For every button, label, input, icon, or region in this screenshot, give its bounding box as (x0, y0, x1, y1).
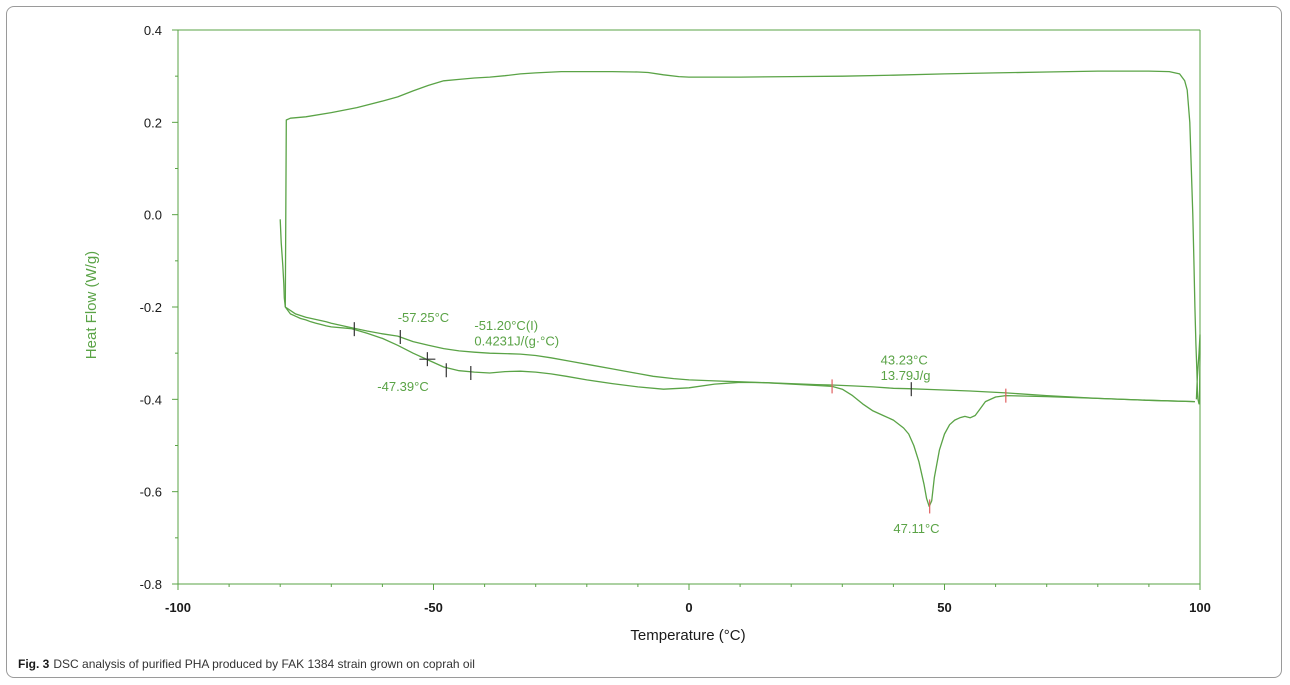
x-tick-label: 100 (1189, 600, 1211, 615)
curves (279, 70, 1201, 508)
y-tick-label: -0.6 (140, 485, 162, 500)
tick-labels: 0.4 0.2 0.0 -0.2 -0.4 -0.6 -0.8-100 -50 0 50 100 (140, 23, 1211, 615)
y-tick-label: 0.4 (144, 23, 162, 38)
x-tick-label: -100 (165, 600, 191, 615)
caption-text: DSC analysis of purified PHA produced by… (53, 657, 475, 671)
annotation-label: 43.23°C (881, 353, 928, 368)
dsc-curve-1 (279, 219, 1195, 508)
dsc-curve-3 (284, 70, 1201, 405)
y-tick-label: 0.0 (144, 208, 162, 223)
annotation-label: 0.4231J/(g·°C) (474, 333, 559, 348)
annotations: -57.25°C -51.20°C(I)0.4231J/(g·°C) -47.39°… (377, 310, 939, 536)
x-tick-label: 50 (937, 600, 951, 615)
x-tick-label: -50 (424, 600, 443, 615)
y-tick-label: -0.4 (140, 392, 162, 407)
x-tick-label: 0 (685, 600, 692, 615)
y-axis-label: Heat Flow (W/g) (83, 251, 100, 359)
y-tick-label: -0.2 (140, 300, 162, 315)
annotation-label: 13.79J/g (881, 368, 931, 383)
figure-frame (6, 6, 1282, 678)
axes (172, 29, 1201, 590)
y-tick-label: -0.8 (140, 577, 162, 592)
y-tick-label: 0.2 (144, 115, 162, 130)
markers (353, 322, 1007, 514)
annotation-label: -47.39°C (377, 379, 428, 394)
caption-label: Fig. 3 (18, 657, 50, 671)
dsc-curve-2 (284, 306, 1195, 403)
figure-caption: Fig. 3 DSC analysis of purified PHA produ… (18, 657, 475, 671)
x-axis-label: Temperature (°C) (630, 627, 745, 644)
annotation-label: -51.20°C(I) (474, 318, 538, 333)
annotation-label: -57.25°C (398, 310, 449, 325)
annotation-label: 47.11°C (893, 521, 939, 536)
